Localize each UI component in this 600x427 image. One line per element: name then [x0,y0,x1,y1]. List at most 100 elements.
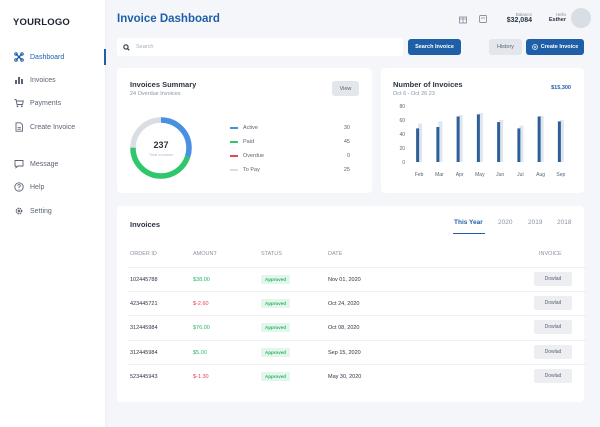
search-input[interactable] [136,44,386,50]
bar-chart-icon [15,77,23,84]
bar-secondary [499,120,504,162]
x-tick-label: Jul [517,172,523,178]
download-button[interactable]: Dowlad [534,369,572,383]
bar [456,116,460,162]
sidebar-item-create-invoice[interactable]: Create Invoice [0,118,106,136]
legend-item-active: Active 30 [230,125,350,133]
download-button[interactable]: Dowlad [534,345,572,359]
legend-count: 25 [343,167,350,173]
bar [537,116,541,162]
download-button[interactable]: Dowlad [534,272,572,286]
legend-swatch [230,141,238,143]
balance-label: Balance [515,12,532,17]
order-id: 423445721 [130,301,158,307]
column-header-date: DATE [328,251,343,257]
download-button[interactable]: Dowlad [534,296,572,310]
bar-secondary [438,121,443,162]
user-greeting-label: Hello [555,12,566,17]
x-tick-label: Aug [536,172,545,178]
donut-segment-active [130,117,192,179]
number-of-invoices-title: Number of Invoices [393,80,463,89]
sidebar-item-label: Invoices [30,76,56,84]
bar-secondary [458,115,463,162]
y-tick-label: 80 [399,104,405,110]
invoices-summary-card: Invoices Summary 24 Overdue Invoices Vie… [117,68,372,193]
search-bar [117,38,403,56]
tab-2019[interactable]: 2019 [528,219,543,226]
sidebar-item-help[interactable]: Help [0,178,106,196]
status-badge: Approved [261,323,291,332]
sidebar-item-payments[interactable]: Payments [0,94,106,112]
sidebar-item-label: Create Invoice [30,123,76,131]
table-row: 102445788 $38.00 Approved Nov 01, 2020 D… [128,267,588,291]
donut-total: 237 [153,140,168,150]
donut-total-label: Total Invoices [149,152,173,157]
x-tick-label: Mar [435,172,444,178]
amount: $5.00 [193,350,207,356]
order-id: 102445788 [130,277,158,283]
amount: $-2.60 [193,301,209,307]
bar-secondary [478,113,483,162]
order-id: 523445943 [130,374,158,380]
bar [557,121,561,162]
bar [436,127,440,162]
main-content: Invoice Dashboard Balance $32,084 Hello … [106,0,600,427]
sidebar: YOURLOGO Dashboard Invoices Payments Cre… [0,0,106,427]
date: Oct 24, 2020 [328,301,360,307]
search-invoice-button[interactable]: Search Invoice [408,39,461,55]
document-icon [15,122,23,132]
legend-count: 0 [346,153,350,159]
legend-label: Active [243,125,258,131]
legend-count: 30 [343,125,350,131]
legend-label: To Pay [243,167,260,173]
legend-item-overdue: Overdue 0 [230,153,350,161]
legend-swatch [230,127,238,129]
plus-circle-icon [531,44,538,50]
balance: Balance $32,084 [476,12,532,24]
date-range: Oct 6 - Oct 26 23 [393,91,435,97]
column-header-invoice: INVOICE [539,251,562,257]
sidebar-item-setting[interactable]: Setting [0,202,106,220]
sidebar-item-label: Dashboard [30,53,65,61]
amount: $-1.30 [193,374,209,380]
bar [517,128,521,162]
tab-this-year[interactable]: This Year [454,219,483,226]
sidebar-item-dashboard[interactable]: Dashboard [0,48,106,66]
legend-item-to-pay: To Pay 25 [230,167,350,175]
column-header-amount: AMOUNT [193,251,217,257]
x-tick-label: Feb [415,172,424,178]
user-greeting: Hello Esther [544,12,566,23]
gift-icon[interactable] [458,14,468,24]
download-button[interactable]: Dowlad [534,320,572,334]
legend-label: Overdue [243,153,265,159]
dashboard-icon [14,52,24,62]
bar-secondary [539,115,544,162]
legend-item-paid: Paid 45 [230,139,350,147]
notification-icon[interactable] [478,14,488,24]
status-badge: Approved [261,299,291,308]
y-tick-label: 0 [402,160,405,166]
bar [416,128,420,162]
table-row: 312445984 $5.00 Approved Sep 15, 2020 Do… [128,340,588,364]
view-button[interactable]: View [332,81,359,96]
donut-segment-paid [130,117,192,179]
status-badge: Approved [261,372,291,381]
x-tick-label: Jun [496,172,504,178]
bar [497,122,501,162]
bar-secondary [418,123,423,162]
avatar[interactable] [571,8,591,28]
sidebar-item-label: Payments [30,99,62,107]
tab-2018[interactable]: 2018 [557,219,572,226]
y-tick-label: 20 [399,146,405,152]
amount: $38.00 [193,277,210,283]
sidebar-item-message[interactable]: Message [0,155,106,173]
create-invoice-button[interactable]: Create Invoice [526,39,584,55]
status-badge: Approved [261,348,291,357]
y-tick-label: 40 [399,132,405,138]
sidebar-item-invoices[interactable]: Invoices [0,71,106,89]
cart-icon [14,99,24,108]
history-button[interactable]: History [489,39,522,55]
sidebar-item-label: Help [30,183,45,191]
tab-2020[interactable]: 2020 [498,219,513,226]
table-row: 523445943 $-1.30 Approved May 30, 2020 D… [128,364,588,388]
